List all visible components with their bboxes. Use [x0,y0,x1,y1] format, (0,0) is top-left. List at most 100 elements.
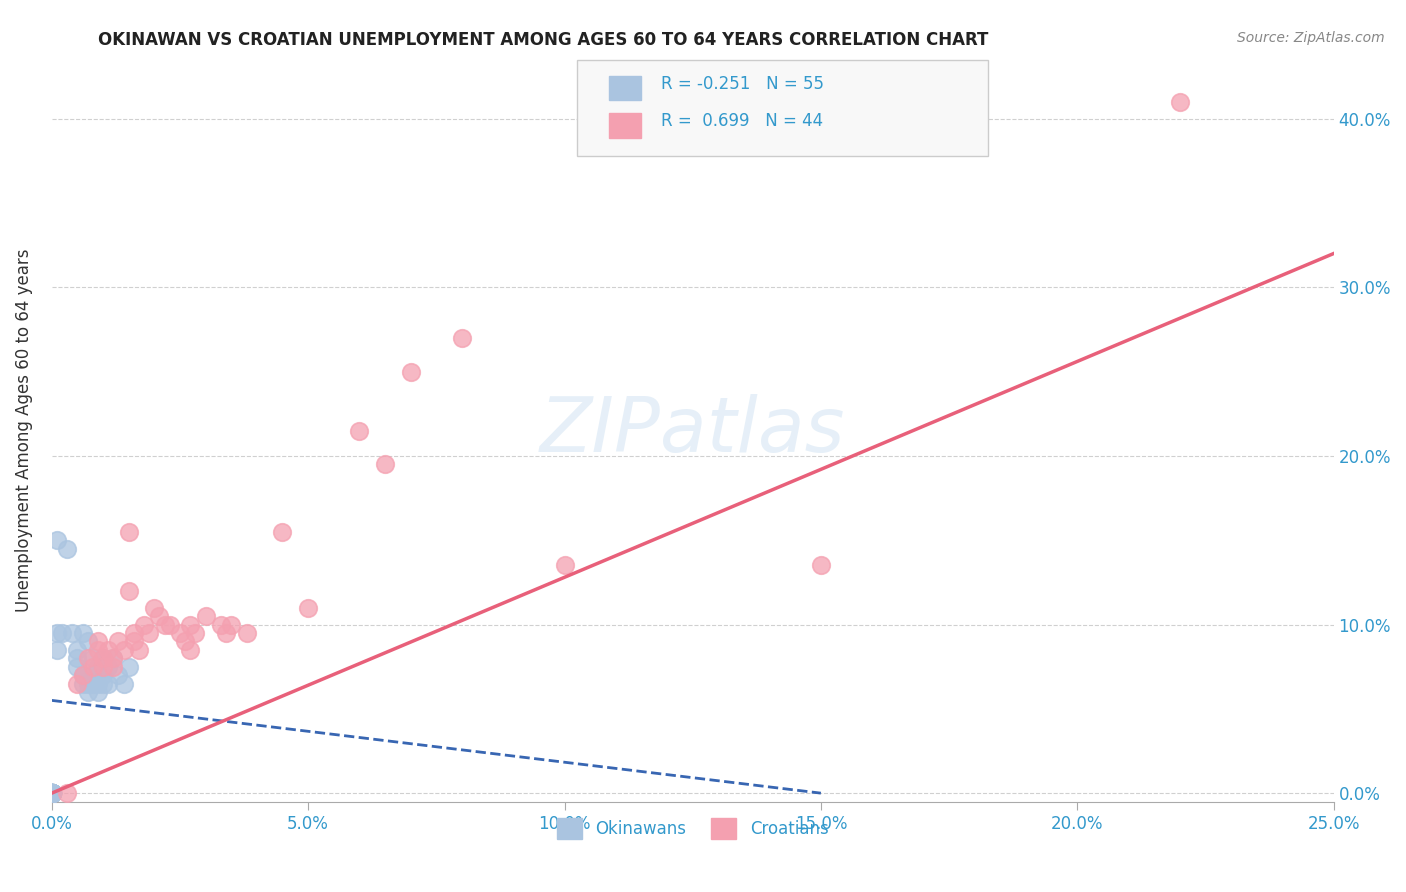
Point [132,617,155,632]
Point [72,626,94,640]
Point [72,668,94,682]
Point [87,659,110,673]
Point [72,676,94,690]
Point [41,786,63,800]
Point [91,651,114,665]
Point [66,676,89,690]
Point [82,659,104,673]
Point [112,642,135,657]
Point [76,651,98,665]
Text: R =  0.699   N = 44: R = 0.699 N = 44 [661,112,823,130]
Point [82,668,104,682]
Point [87,634,110,648]
Point [107,668,129,682]
Point [41,786,63,800]
Point [297,600,319,615]
Point [215,626,238,640]
Point [45,626,67,640]
Point [41,786,63,800]
Text: OKINAWAN VS CROATIAN UNEMPLOYMENT AMONG AGES 60 TO 64 YEARS CORRELATION CHART: OKINAWAN VS CROATIAN UNEMPLOYMENT AMONG … [98,31,988,49]
Point [41,786,63,800]
Point [118,659,141,673]
Point [179,617,201,632]
FancyBboxPatch shape [609,77,641,101]
Point [76,685,98,699]
Point [103,659,125,673]
Point [97,676,120,690]
Point [41,786,63,800]
Point [553,558,575,573]
Point [66,642,89,657]
Point [122,634,145,648]
Point [41,786,63,800]
Point [45,642,67,657]
Point [72,668,94,682]
Point [82,651,104,665]
Point [41,786,63,800]
Legend: Okinawans, Croatians: Okinawans, Croatians [550,812,835,846]
Point [97,642,120,657]
Point [66,659,89,673]
Point [235,626,257,640]
Point [45,533,67,548]
Point [41,786,63,800]
Point [184,626,207,640]
Point [174,634,197,648]
Point [103,651,125,665]
Point [118,583,141,598]
Text: ZIPatlas: ZIPatlas [540,393,845,467]
Point [41,786,63,800]
Point [41,786,63,800]
Point [87,642,110,657]
Point [41,786,63,800]
Text: Source: ZipAtlas.com: Source: ZipAtlas.com [1237,31,1385,45]
Point [1168,95,1191,109]
Point [91,659,114,673]
Point [41,786,63,800]
Point [60,626,83,640]
Point [41,786,63,800]
Point [810,558,832,573]
Point [374,458,396,472]
Point [76,634,98,648]
Point [41,786,63,800]
Point [41,786,63,800]
Point [128,642,150,657]
Point [41,786,63,800]
Y-axis label: Unemployment Among Ages 60 to 64 years: Unemployment Among Ages 60 to 64 years [15,249,32,612]
Point [118,524,141,539]
Point [41,786,63,800]
FancyBboxPatch shape [578,60,987,156]
Text: R = -0.251   N = 55: R = -0.251 N = 55 [661,75,824,93]
Point [87,685,110,699]
Point [349,424,371,438]
Point [271,524,294,539]
Point [194,609,217,624]
Point [112,676,135,690]
Point [56,786,79,800]
Point [91,651,114,665]
Point [41,786,63,800]
Point [159,617,181,632]
Point [107,634,129,648]
Point [41,786,63,800]
Point [41,786,63,800]
Point [97,659,120,673]
FancyBboxPatch shape [609,113,641,137]
Point [66,651,89,665]
Point [399,365,422,379]
Point [209,617,232,632]
Point [41,786,63,800]
Point [41,786,63,800]
Point [76,676,98,690]
Point [219,617,242,632]
Point [153,617,176,632]
Point [91,676,114,690]
Point [451,331,474,345]
Point [103,651,125,665]
Point [179,642,201,657]
Point [51,626,73,640]
Point [41,786,63,800]
Point [82,676,104,690]
Point [122,626,145,640]
